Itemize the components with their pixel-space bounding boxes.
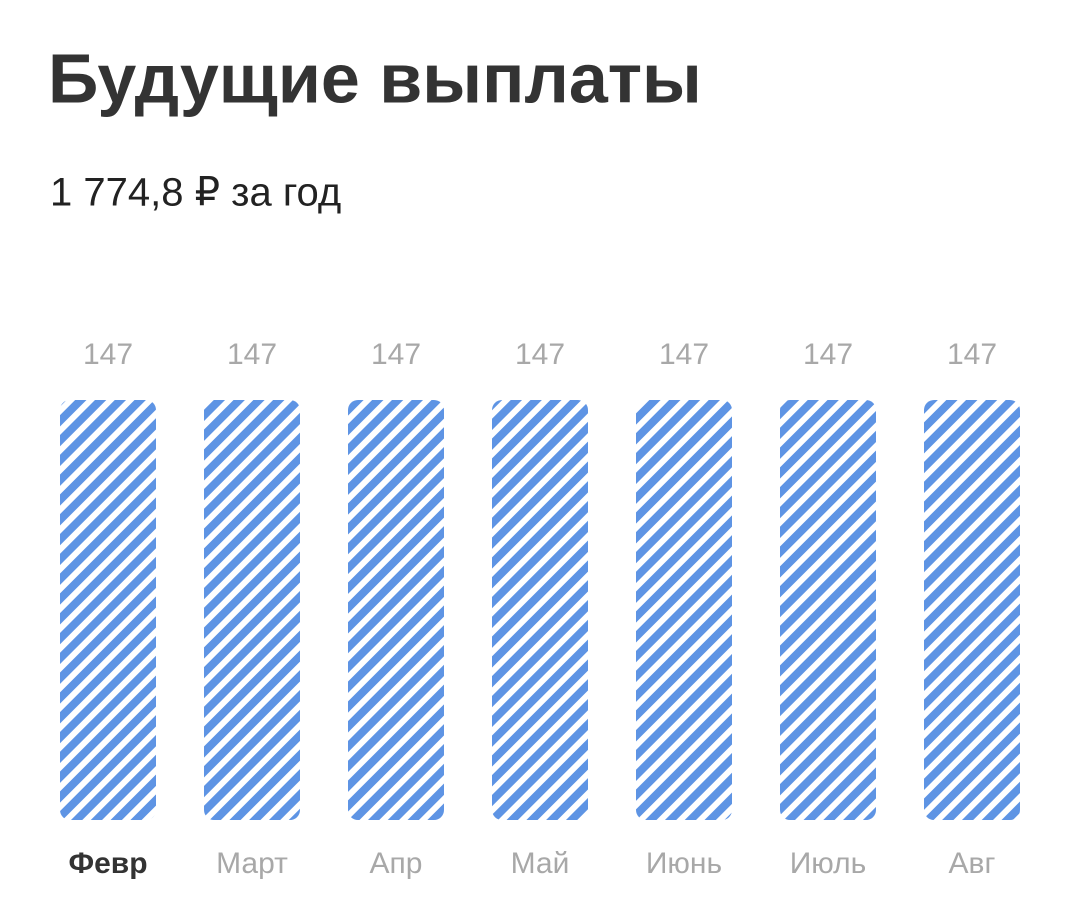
page-title: Будущие выплаты [48, 39, 702, 117]
month-label[interactable]: Июнь [646, 847, 722, 880]
bar[interactable] [204, 400, 300, 820]
bar[interactable] [492, 400, 588, 820]
bar[interactable] [924, 400, 1020, 820]
bar[interactable] [348, 400, 444, 820]
value-label: 147 [227, 338, 277, 371]
total-per-year: 1 774,8 ₽ за год [50, 171, 341, 215]
month-label[interactable]: Июль [790, 847, 867, 880]
month-label[interactable]: Май [511, 847, 570, 880]
value-label: 147 [803, 338, 853, 371]
month-label[interactable]: Авг [949, 847, 996, 880]
value-label: 147 [83, 338, 133, 371]
value-label: 147 [515, 338, 565, 371]
bar[interactable] [780, 400, 876, 820]
value-label: 147 [947, 338, 997, 371]
month-label[interactable]: Март [216, 847, 288, 880]
bar[interactable] [636, 400, 732, 820]
value-label: 147 [659, 338, 709, 371]
bar[interactable] [60, 400, 156, 820]
value-label: 147 [371, 338, 421, 371]
month-label[interactable]: Апр [370, 847, 423, 880]
month-label[interactable]: Февр [68, 847, 147, 880]
